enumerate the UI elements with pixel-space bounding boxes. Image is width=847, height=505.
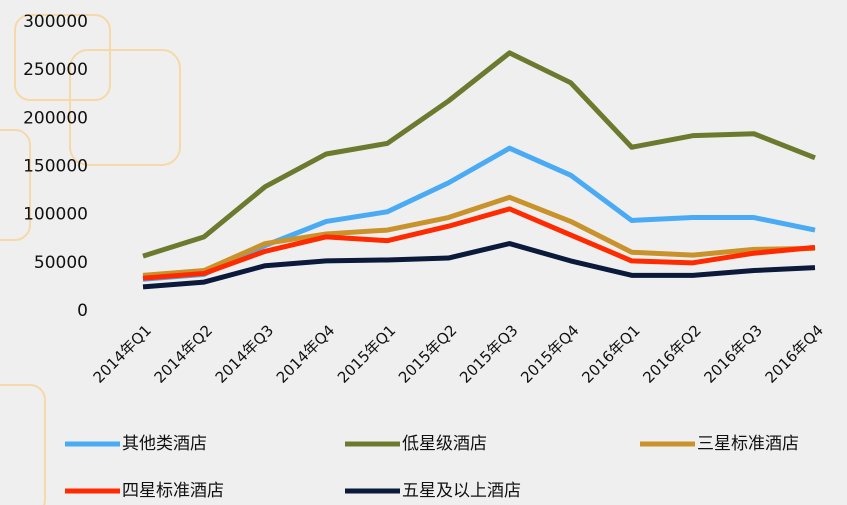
series-line bbox=[142, 50, 816, 259]
decoration bbox=[0, 14, 181, 505]
legend-label: 其他类酒店 bbox=[122, 434, 207, 454]
y-tick-label: 0 bbox=[77, 301, 88, 321]
legend-label: 三星标准酒店 bbox=[697, 434, 799, 454]
y-tick-label: 300000 bbox=[23, 12, 88, 32]
y-tick-label: 200000 bbox=[23, 108, 88, 128]
y-tick-label: 250000 bbox=[23, 60, 88, 80]
series-line bbox=[142, 206, 816, 281]
series-line bbox=[142, 241, 816, 290]
legend-label: 四星标准酒店 bbox=[122, 481, 224, 501]
y-tick-label: 50000 bbox=[34, 253, 88, 273]
legend-label: 低星级酒店 bbox=[402, 434, 487, 454]
y-tick-label: 150000 bbox=[23, 157, 88, 177]
series-line bbox=[142, 194, 816, 278]
legend-label: 五星及以上酒店 bbox=[402, 481, 521, 501]
y-tick-label: 100000 bbox=[23, 205, 88, 225]
